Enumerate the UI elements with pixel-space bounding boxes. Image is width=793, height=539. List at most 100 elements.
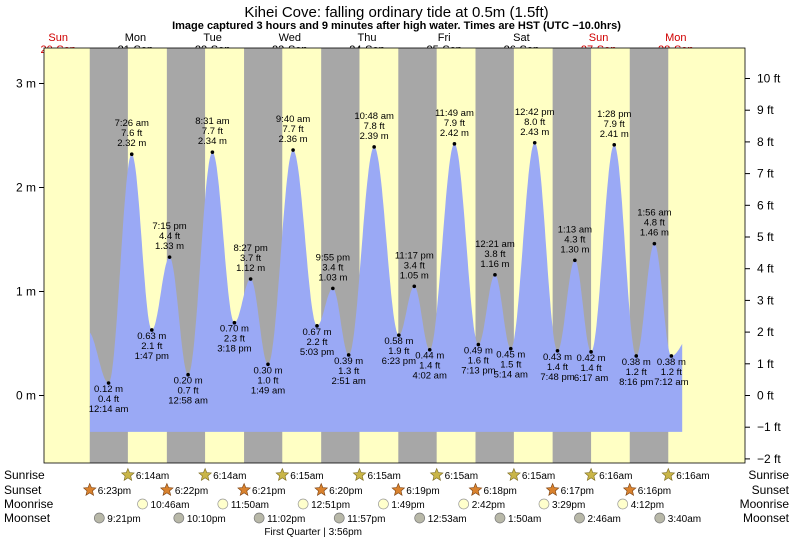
tide-label: 7:15 pm: [152, 221, 186, 232]
moonrise-icon: [297, 498, 309, 510]
moonset-time: 1:50am: [508, 514, 541, 525]
day-header-name: Sat: [513, 32, 530, 44]
tide-label: 2.2 ft: [306, 337, 327, 348]
sunrise-time: 6:16am: [676, 471, 709, 482]
tide-point: [634, 354, 639, 358]
tide-label: 4.4 ft: [159, 231, 180, 242]
sunrise-time: 6:15am: [522, 471, 555, 482]
tide-label: 1.0 ft: [257, 375, 278, 386]
right-tick-label: 3 ft: [757, 293, 774, 307]
y-axis-left: 3 m 2 m 1 m 0 m: [16, 77, 44, 403]
tide-point: [291, 148, 295, 152]
tide-label: 12:58 am: [168, 396, 208, 407]
sunrise-row-label-right: Sunrise: [748, 468, 789, 482]
tide-label: 0.67 m: [302, 327, 331, 338]
tide-label: 1.12 m: [236, 263, 265, 274]
day-header-name: Wed: [279, 32, 301, 44]
right-tick-label: −2 ft: [757, 452, 781, 466]
moonrise-icon: [378, 498, 389, 510]
moonset-time: 2:46am: [587, 514, 620, 525]
tide-label: 1:13 am: [558, 224, 592, 235]
sunset-star-icon: [237, 482, 251, 496]
tide-label: 7:13 pm: [461, 366, 495, 377]
tide-label: 0.42 m: [577, 353, 606, 364]
moonset-icon: [494, 512, 506, 524]
tide-label: 1:28 pm: [597, 109, 631, 120]
tide-label: 7.8 ft: [364, 121, 385, 132]
tide-label: 1.46 m: [640, 228, 669, 239]
moon-phase-label: First Quarter | 3:56pm: [264, 527, 362, 538]
tide-label: 0.44 m: [415, 351, 444, 362]
moonset-icon: [173, 512, 185, 524]
tide-label: 4:02 am: [413, 371, 447, 382]
left-tick-label: 3 m: [16, 77, 36, 91]
tide-label: 1.30 m: [560, 244, 589, 255]
sunset-time: 6:18pm: [484, 486, 517, 497]
tide-point: [532, 140, 537, 145]
tide-label: 1.9 ft: [388, 346, 409, 357]
tide-label: 3:18 pm: [217, 344, 251, 355]
tide-label: 0.7 ft: [178, 386, 199, 397]
sunset-star-icon: [468, 482, 483, 496]
tide-point: [315, 324, 319, 328]
right-tick-label: 7 ft: [757, 167, 774, 181]
sunset-time: 6:20pm: [329, 486, 362, 497]
tide-label: 6:23 pm: [382, 356, 416, 367]
sunrise-star-icon: [275, 467, 290, 481]
moonrise-icon: [617, 498, 629, 510]
sunset-row-label-left: Sunset: [4, 483, 42, 497]
tide-label: 12:14 am: [89, 404, 129, 415]
tide-label: 2.39 m: [360, 131, 389, 142]
tide-label: 2.42 m: [440, 128, 469, 139]
tide-point: [266, 362, 270, 367]
tide-label: 12:21 am: [475, 239, 515, 250]
tide-label: 11:49 am: [435, 108, 474, 119]
day-header-name: Fri: [438, 32, 451, 44]
sunset-time: 6:21pm: [252, 486, 285, 497]
tide-label: 0.4 ft: [98, 394, 119, 405]
sunset-star-icon: [622, 482, 637, 496]
tide-label: 1.05 m: [400, 270, 429, 281]
sunset-time: 6:19pm: [406, 486, 439, 497]
tide-label: 7:26 am: [115, 118, 149, 129]
tide-label: 7.7 ft: [283, 124, 304, 135]
day-header-name: Sun: [589, 32, 609, 44]
tide-label: 9:55 pm: [316, 252, 350, 263]
tide-area: [90, 142, 683, 432]
tide-label: 9:40 am: [276, 114, 310, 125]
sunrise-star-icon: [429, 467, 444, 481]
day-header-name: Mon: [125, 32, 146, 44]
tide-point: [652, 241, 657, 246]
day-header-name: Sun: [48, 32, 68, 44]
sunrise-time: 6:15am: [367, 471, 400, 482]
moonrise-time: 3:29pm: [552, 500, 585, 511]
tide-point: [248, 277, 253, 281]
tide-label: 1.4 ft: [547, 362, 568, 373]
moonset-time: 11:57pm: [347, 514, 385, 525]
tide-label: 0.38 m: [657, 357, 686, 368]
tide-label: 7:12 am: [654, 377, 688, 388]
moonset-row-label-left: Moonset: [4, 511, 51, 525]
moonrise-time: 10:46am: [151, 500, 190, 511]
tide-point: [427, 347, 432, 352]
moonset-icon: [93, 512, 105, 524]
right-tick-label: 5 ft: [757, 230, 774, 244]
tide-label: 4.3 ft: [564, 234, 585, 245]
tide-label: 12:42 pm: [515, 107, 555, 118]
tide-label: 2.3 ft: [224, 334, 245, 345]
tide-point: [573, 258, 577, 263]
left-tick-label: 0 m: [16, 389, 36, 403]
sunset-time: 6:16pm: [638, 486, 671, 497]
tide-point: [186, 372, 190, 377]
right-tick-label: −1 ft: [757, 420, 781, 434]
sunset-star-icon: [82, 482, 97, 496]
moonrise-time: 1:49pm: [391, 500, 424, 511]
left-tick-label: 2 m: [16, 181, 36, 195]
sunrise-star-icon: [506, 467, 521, 481]
tide-label: 0.70 m: [220, 324, 249, 335]
tide-label: 2.41 m: [600, 129, 629, 140]
tide-label: 7.9 ft: [444, 118, 465, 129]
tide-point: [412, 284, 417, 289]
